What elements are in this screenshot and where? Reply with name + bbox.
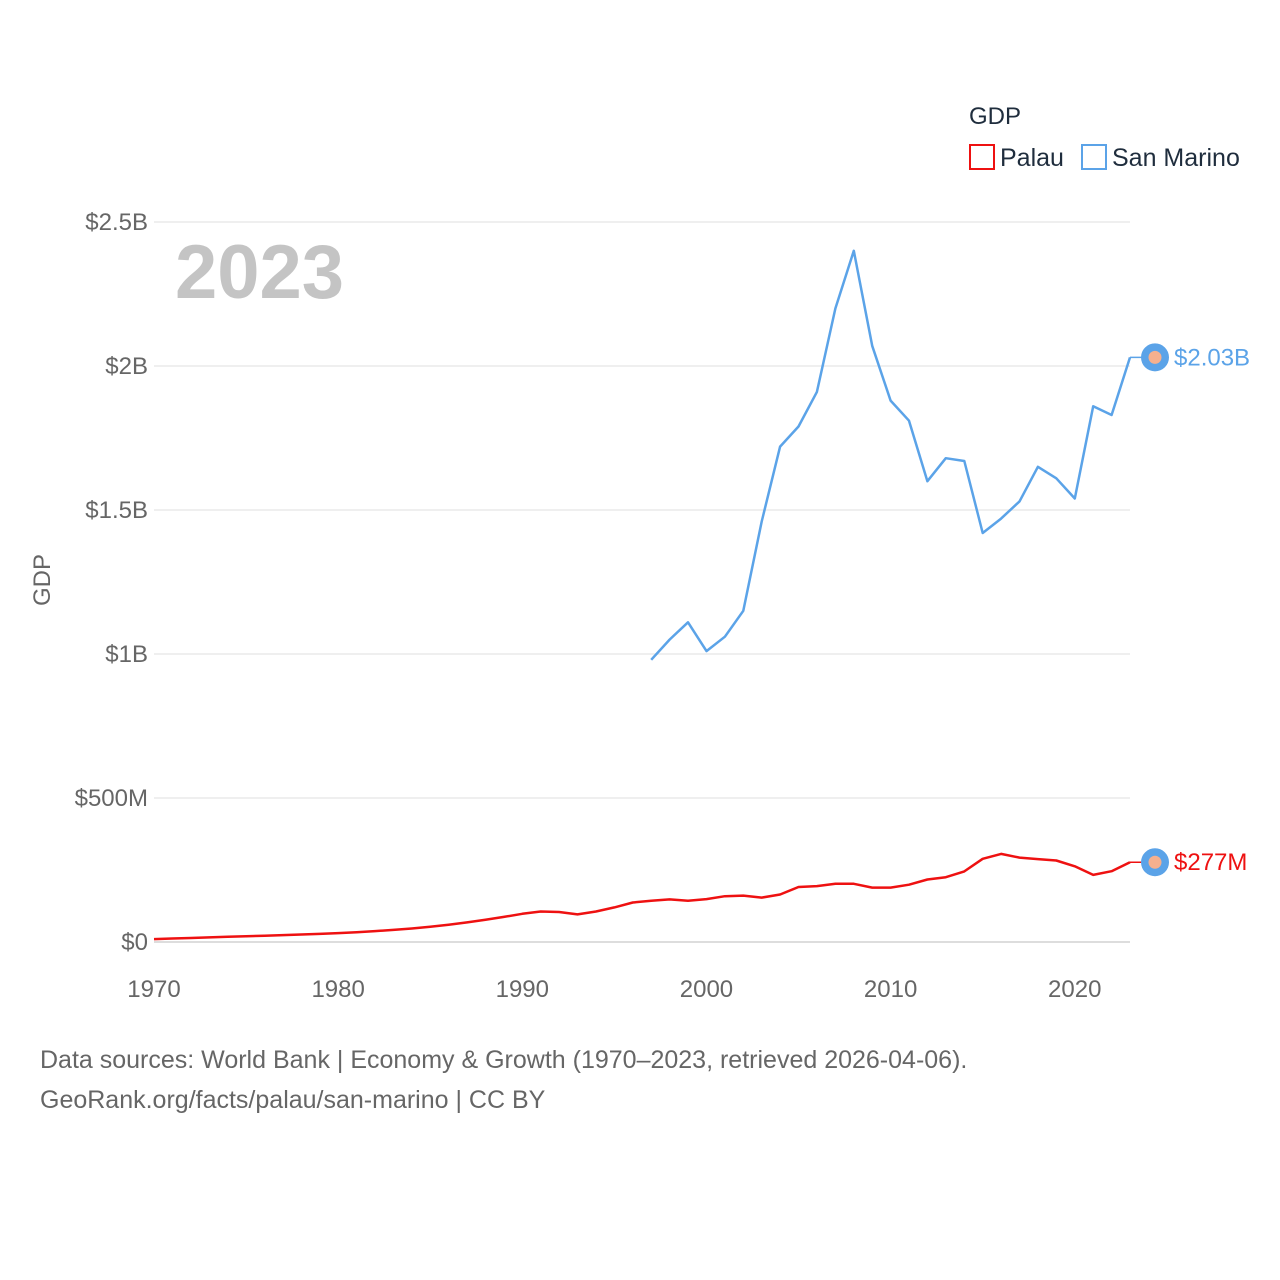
x-tick-label: 1980 bbox=[311, 976, 364, 1003]
footer-sources: Data sources: World Bank | Economy & Gro… bbox=[40, 1046, 968, 1074]
x-tick-label: 2010 bbox=[864, 976, 917, 1003]
end-value-label-san-marino: $2.03B bbox=[1174, 344, 1250, 371]
x-tick-label: 2000 bbox=[680, 976, 733, 1003]
footer: Data sources: World Bank | Economy & Gro… bbox=[40, 1040, 967, 1120]
series-layer: $277M $2.03B bbox=[153, 249, 1250, 941]
end-marker-inner-san-marino bbox=[1148, 350, 1162, 364]
y-tick-label: $1B bbox=[105, 641, 148, 668]
y-tick-label: $0 bbox=[121, 929, 148, 956]
end-marker-inner-palau bbox=[1148, 855, 1162, 869]
footer-attribution: GeoRank.org/facts/palau/san-marino | CC … bbox=[40, 1086, 546, 1114]
y-tick-label: $2.5B bbox=[85, 209, 148, 236]
y-tick-label: $1.5B bbox=[85, 497, 148, 524]
x-tick-label: 1970 bbox=[127, 976, 180, 1003]
legend-item-palau[interactable]: Palau bbox=[969, 144, 1064, 172]
legend[interactable]: GDP Palau San Marino bbox=[969, 103, 1240, 172]
year-label: 2023 bbox=[175, 230, 344, 315]
gdp-line-chart: $0 $500M $1B $1.5B $2B $2.5B 1970 1980 1990 2000… bbox=[29, 103, 1250, 1003]
y-tick-label: $2B bbox=[105, 353, 148, 380]
y-tick-label: $500M bbox=[75, 785, 148, 812]
y-axis: $0 $500M $1B $1.5B $2B $2.5B bbox=[75, 209, 148, 956]
series-line-san-marino bbox=[650, 249, 1132, 661]
x-tick-label: 2020 bbox=[1048, 976, 1101, 1003]
legend-swatch-palau bbox=[969, 144, 995, 170]
legend-item-san-marino[interactable]: San Marino bbox=[1081, 144, 1240, 172]
legend-title: GDP bbox=[969, 103, 1021, 130]
series-line-palau bbox=[153, 852, 1131, 941]
x-tick-label: 1990 bbox=[496, 976, 549, 1003]
legend-label-san-marino: San Marino bbox=[1112, 144, 1240, 172]
gridlines bbox=[154, 221, 1130, 943]
y-axis-title: GDP bbox=[29, 554, 56, 606]
legend-swatch-san-marino bbox=[1081, 144, 1107, 170]
legend-label-palau: Palau bbox=[1000, 144, 1064, 172]
end-value-label-palau: $277M bbox=[1174, 849, 1247, 876]
x-axis: 1970 1980 1990 2000 2010 2020 bbox=[127, 976, 1101, 1003]
